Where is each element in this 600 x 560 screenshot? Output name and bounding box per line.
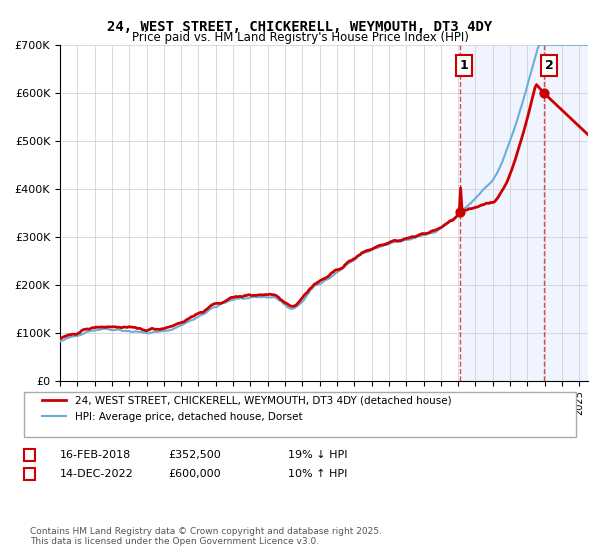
Text: 1: 1 xyxy=(460,59,468,72)
Text: 16-FEB-2018: 16-FEB-2018 xyxy=(60,450,131,460)
Text: 2: 2 xyxy=(545,59,553,72)
Point xyxy=(455,207,465,216)
Text: 24, WEST STREET, CHICKERELL, WEYMOUTH, DT3 4DY: 24, WEST STREET, CHICKERELL, WEYMOUTH, D… xyxy=(107,20,493,34)
Text: 2: 2 xyxy=(26,469,33,479)
Point xyxy=(539,88,548,97)
Text: £352,500: £352,500 xyxy=(168,450,221,460)
Text: Price paid vs. HM Land Registry's House Price Index (HPI): Price paid vs. HM Land Registry's House … xyxy=(131,31,469,44)
Text: 1: 1 xyxy=(26,450,33,460)
Text: £600,000: £600,000 xyxy=(168,469,221,479)
Text: 14-DEC-2022: 14-DEC-2022 xyxy=(60,469,134,479)
Text: 10% ↑ HPI: 10% ↑ HPI xyxy=(288,469,347,479)
Text: 19% ↓ HPI: 19% ↓ HPI xyxy=(288,450,347,460)
Text: 24, WEST STREET, CHICKERELL, WEYMOUTH, DT3 4DY (detached house): 24, WEST STREET, CHICKERELL, WEYMOUTH, D… xyxy=(75,396,452,406)
Text: Contains HM Land Registry data © Crown copyright and database right 2025.
This d: Contains HM Land Registry data © Crown c… xyxy=(30,526,382,546)
Bar xyxy=(460,45,588,381)
Text: HPI: Average price, detached house, Dorset: HPI: Average price, detached house, Dors… xyxy=(75,412,302,422)
